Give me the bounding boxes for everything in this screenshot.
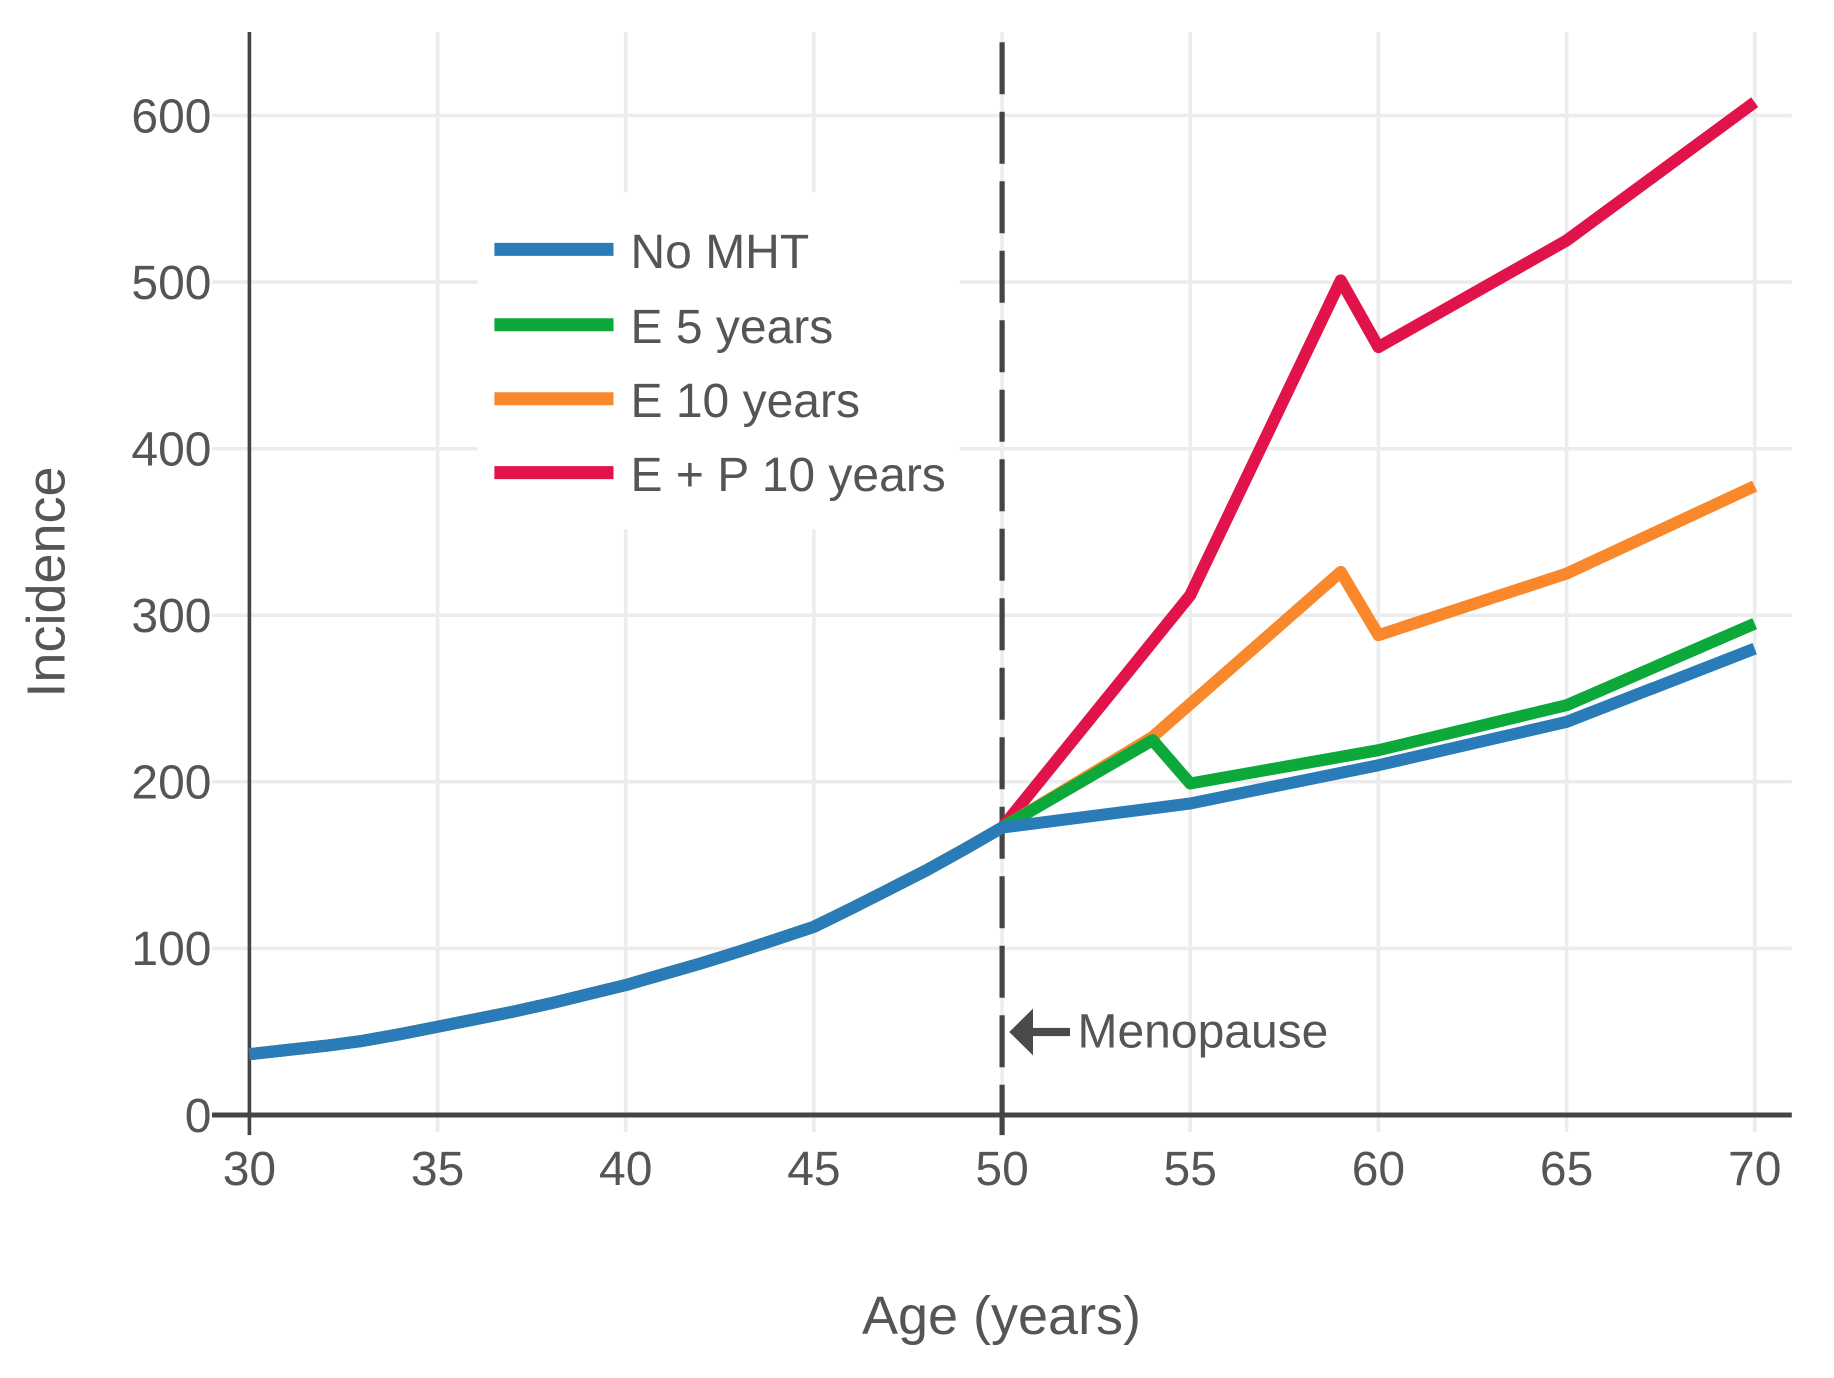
svg-text:Menopause: Menopause bbox=[1078, 1006, 1329, 1059]
svg-text:300: 300 bbox=[131, 590, 211, 643]
svg-text:45: 45 bbox=[787, 1143, 840, 1196]
svg-text:60: 60 bbox=[1352, 1143, 1405, 1196]
svg-text:35: 35 bbox=[411, 1143, 464, 1196]
svg-text:40: 40 bbox=[599, 1143, 652, 1196]
svg-text:500: 500 bbox=[131, 257, 211, 310]
svg-text:55: 55 bbox=[1164, 1143, 1217, 1196]
svg-text:0: 0 bbox=[185, 1090, 212, 1143]
svg-text:E + P 10 years: E + P 10 years bbox=[631, 449, 946, 502]
svg-text:70: 70 bbox=[1728, 1143, 1781, 1196]
svg-text:65: 65 bbox=[1540, 1143, 1593, 1196]
svg-text:E 10 years: E 10 years bbox=[631, 375, 860, 428]
svg-text:400: 400 bbox=[131, 424, 211, 477]
svg-text:Incidence: Incidence bbox=[16, 466, 76, 697]
svg-text:No MHT: No MHT bbox=[631, 226, 810, 279]
svg-text:600: 600 bbox=[131, 90, 211, 143]
svg-text:200: 200 bbox=[131, 757, 211, 810]
svg-text:Age (years): Age (years) bbox=[862, 1286, 1141, 1346]
svg-text:50: 50 bbox=[975, 1143, 1028, 1196]
svg-text:100: 100 bbox=[131, 923, 211, 976]
svg-text:E 5 years: E 5 years bbox=[631, 301, 834, 354]
svg-text:30: 30 bbox=[223, 1143, 276, 1196]
